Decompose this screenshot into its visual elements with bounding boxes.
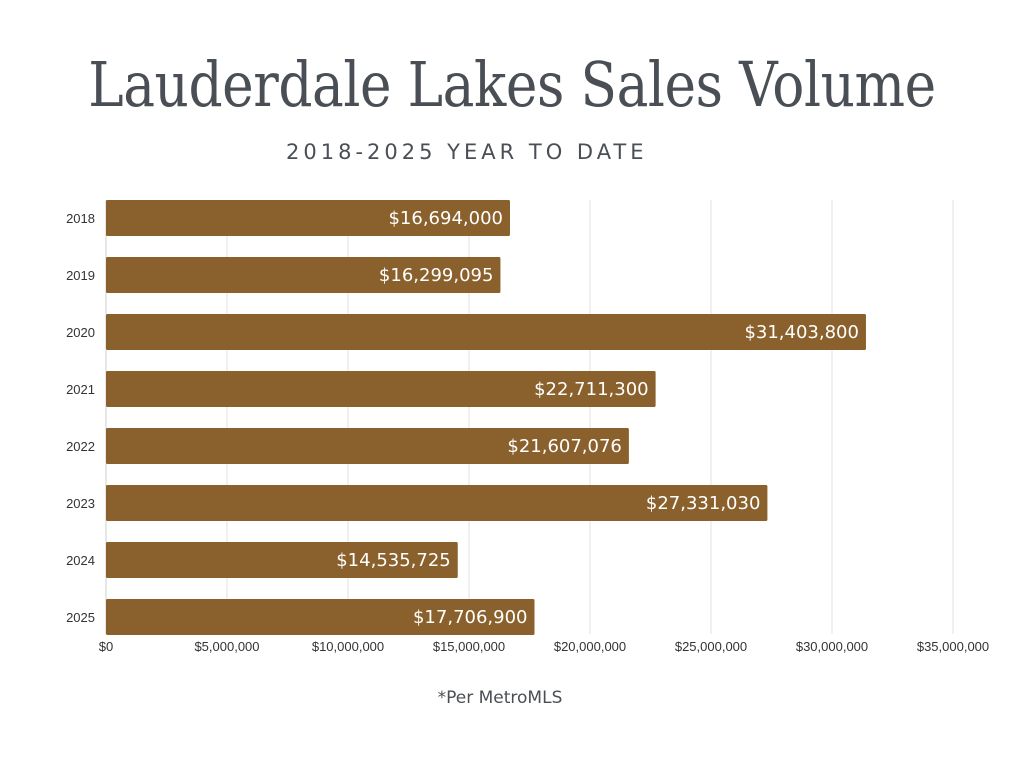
y-category-label: 2019	[66, 268, 95, 283]
data-label-2019: $16,299,095	[379, 265, 494, 286]
bar-2022	[106, 428, 629, 464]
x-tick-label: $0	[99, 639, 113, 654]
bar-2025	[106, 599, 535, 635]
y-category-label: 2020	[66, 325, 95, 340]
bars: $16,694,000 $16,299,095 $31,403,800 $22,711…	[106, 200, 866, 635]
data-label-2023: $27,331,030	[646, 493, 761, 514]
bar-2023	[106, 485, 768, 521]
y-category-label: 2024	[66, 553, 95, 568]
chart-subtitle: 2018-2025 YEAR TO DATE	[286, 140, 648, 164]
x-tick-label: $30,000,000	[796, 639, 868, 654]
data-label-2021: $22,711,300	[534, 379, 649, 400]
x-tick-label: $20,000,000	[554, 639, 626, 654]
y-category-label: 2018	[66, 211, 95, 226]
gridlines	[105, 200, 954, 634]
y-category-label: 2023	[66, 496, 95, 511]
y-category-label: 2022	[66, 439, 95, 454]
x-tick-label: $25,000,000	[675, 639, 747, 654]
data-label-2020: $31,403,800	[744, 322, 859, 343]
bar-2019	[106, 257, 501, 293]
data-label-2025: $17,706,900	[413, 607, 528, 628]
bar-2020	[106, 314, 866, 350]
data-label-2024: $14,535,725	[336, 550, 451, 571]
y-category-label: 2021	[66, 382, 95, 397]
data-label-2022: $21,607,076	[507, 436, 622, 457]
source-footnote: *Per MetroMLS	[437, 688, 563, 708]
y-category-label: 2025	[66, 610, 95, 625]
x-tick-label: $35,000,000	[917, 639, 989, 654]
x-axis-labels: $0 $5,000,000 $10,000,000 $15,000,000 $20,00…	[99, 639, 989, 654]
x-tick-label: $15,000,000	[433, 639, 505, 654]
chart-title: Lauderdale Lakes Sales Volume	[88, 48, 936, 121]
bar-2018	[106, 200, 510, 236]
x-tick-label: $5,000,000	[194, 639, 259, 654]
bar-2021	[106, 371, 656, 407]
x-tick-label: $10,000,000	[312, 639, 384, 654]
y-axis-labels: 2018 2019 2020 2021 2022 2023 2024 2025	[66, 211, 95, 625]
data-label-2018: $16,694,000	[388, 208, 503, 229]
bar-2024	[106, 542, 458, 578]
